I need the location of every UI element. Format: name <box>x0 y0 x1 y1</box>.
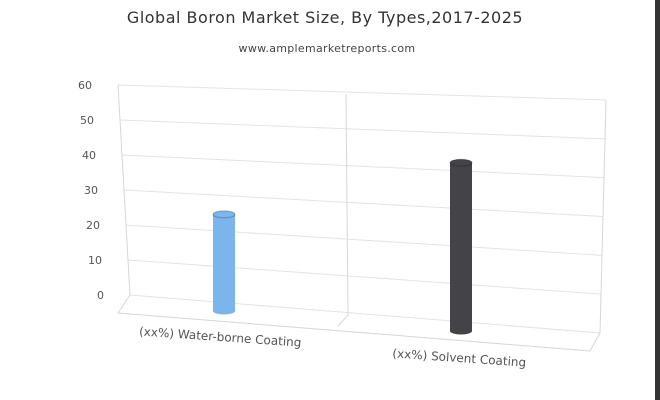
x-category-label: (xx%) Solvent Coating <box>392 346 527 369</box>
gridline <box>119 119 606 140</box>
floor-front-edge <box>117 312 591 352</box>
bar-top <box>212 210 236 219</box>
chart-title: Global Boron Market Size, By Types,2017-… <box>127 8 523 27</box>
chart-subtitle: www.amplemarketreports.com <box>239 42 416 55</box>
y-tick-label: 20 <box>86 219 100 232</box>
floor-left-edge <box>117 294 131 314</box>
bar-top <box>449 158 473 167</box>
back-wall-right-edge <box>599 99 607 334</box>
grid-layer <box>117 84 607 352</box>
x-category-label: (xx%) Water-borne Coating <box>139 324 302 349</box>
gridline <box>127 259 602 295</box>
bars <box>212 158 473 335</box>
y-axis: 0 10 20 30 40 50 60 <box>78 79 104 302</box>
gridline <box>121 154 605 179</box>
y-tick-label: 60 <box>78 79 92 92</box>
bar-body <box>450 162 472 335</box>
gridline <box>117 84 607 101</box>
bar[interactable] <box>449 158 473 335</box>
y-tick-label: 50 <box>80 114 94 127</box>
category-divider <box>345 93 349 316</box>
y-tick-label: 30 <box>84 184 98 197</box>
gridline <box>125 224 603 256</box>
right-edge-strip <box>655 0 660 400</box>
category-divider-floor <box>337 314 349 327</box>
gridline <box>123 189 604 217</box>
y-tick-label: 40 <box>82 149 96 162</box>
y-tick-label: 0 <box>97 289 104 302</box>
y-tick-label: 10 <box>88 254 102 267</box>
gridline <box>129 294 601 334</box>
back-wall-left-edge <box>117 84 131 296</box>
bar[interactable] <box>212 210 236 315</box>
floor-right-edge <box>589 332 601 352</box>
bar-body <box>213 214 235 315</box>
